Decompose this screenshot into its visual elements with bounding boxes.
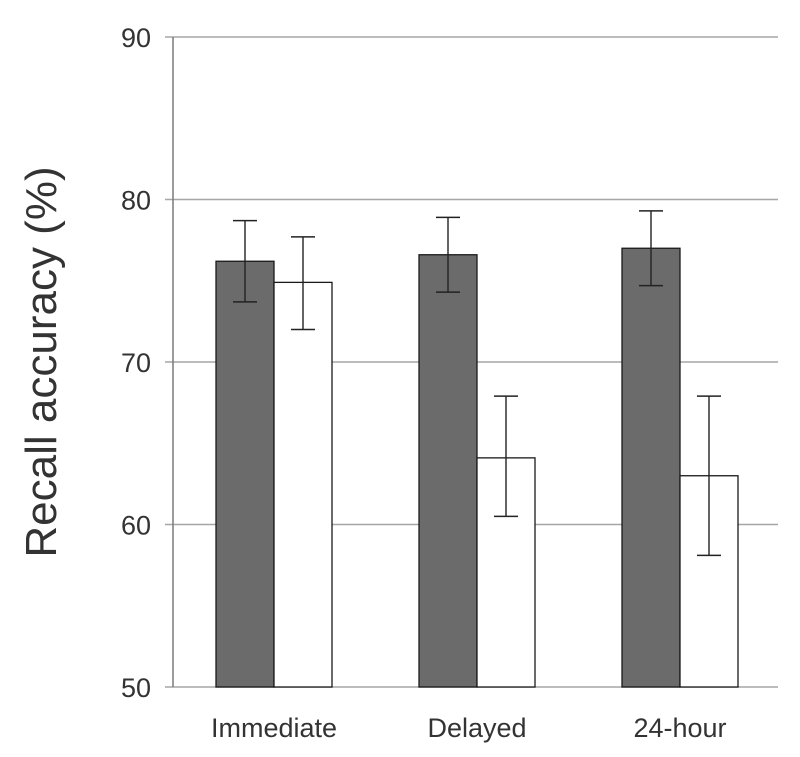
error-bar-immediate-series-2: [291, 236, 315, 331]
bar-24-hour-series-1: [621, 247, 681, 688]
x-category-label-24-hour: 24-hour: [633, 713, 726, 743]
error-bars: [233, 210, 721, 557]
error-bar-delayed-series-2: [494, 395, 518, 518]
x-category-labels: Immediate Delayed 24-hour: [211, 713, 727, 743]
bar-immediate-series-1: [215, 260, 275, 688]
x-category-label-immediate: Immediate: [211, 713, 337, 743]
error-bar-immediate-series-1: [233, 219, 257, 303]
y-tick-label-50: 50: [121, 673, 151, 703]
bars: [215, 247, 739, 688]
error-bar-delayed-series-1: [436, 216, 460, 293]
y-axis-title: Recall accuracy (%): [17, 166, 66, 557]
y-tick-label-90: 90: [121, 23, 151, 53]
y-tick-label-60: 60: [121, 511, 151, 541]
x-category-label-delayed: Delayed: [427, 713, 526, 743]
y-tick-label-80: 80: [121, 186, 151, 216]
error-bar-24-hour-series-2: [697, 395, 721, 557]
y-tick-label-70: 70: [121, 348, 151, 378]
error-bar-24-hour-series-1: [639, 210, 663, 287]
bar-delayed-series-1: [418, 254, 478, 688]
y-tick-labels: 50 60 70 80 90: [121, 23, 151, 703]
bar-immediate-series-2: [273, 281, 333, 688]
